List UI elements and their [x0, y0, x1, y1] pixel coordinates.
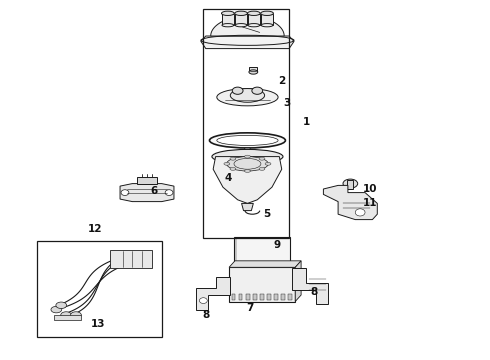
Bar: [253, 294, 257, 300]
Text: 1: 1: [303, 117, 310, 127]
Bar: [232, 294, 236, 300]
Text: 8: 8: [310, 287, 317, 297]
Bar: [239, 294, 243, 300]
Ellipse shape: [221, 11, 234, 15]
Bar: [37, 241, 162, 337]
Polygon shape: [248, 14, 260, 25]
Ellipse shape: [199, 298, 207, 303]
Polygon shape: [235, 14, 247, 25]
Text: 10: 10: [363, 184, 377, 194]
Ellipse shape: [51, 306, 62, 313]
Bar: [288, 294, 292, 300]
Polygon shape: [201, 36, 294, 49]
Ellipse shape: [232, 87, 243, 94]
Ellipse shape: [217, 89, 278, 106]
Ellipse shape: [259, 157, 265, 160]
Text: 4: 4: [224, 173, 232, 183]
Ellipse shape: [230, 167, 236, 170]
Ellipse shape: [235, 23, 247, 27]
Ellipse shape: [217, 135, 278, 145]
Ellipse shape: [343, 179, 358, 188]
Text: 7: 7: [246, 303, 254, 313]
Ellipse shape: [230, 157, 236, 160]
Polygon shape: [213, 157, 282, 203]
Text: 8: 8: [202, 310, 209, 320]
Polygon shape: [295, 261, 301, 302]
Ellipse shape: [230, 89, 265, 102]
Text: 13: 13: [91, 319, 105, 329]
Bar: [203, 9, 289, 238]
Ellipse shape: [355, 209, 365, 216]
Text: 6: 6: [151, 186, 158, 196]
Polygon shape: [292, 268, 328, 304]
Bar: [229, 267, 295, 302]
Ellipse shape: [71, 312, 81, 318]
Polygon shape: [229, 261, 301, 267]
Ellipse shape: [56, 302, 67, 309]
Ellipse shape: [261, 11, 273, 15]
Polygon shape: [196, 277, 230, 310]
Ellipse shape: [245, 155, 250, 158]
Ellipse shape: [61, 312, 72, 318]
Text: 12: 12: [88, 224, 103, 234]
Ellipse shape: [248, 23, 260, 27]
Polygon shape: [323, 185, 377, 220]
Text: 2: 2: [278, 76, 285, 86]
Polygon shape: [249, 67, 257, 71]
Polygon shape: [242, 203, 253, 211]
Ellipse shape: [252, 87, 263, 94]
Bar: [274, 294, 278, 300]
Ellipse shape: [247, 11, 260, 15]
Ellipse shape: [210, 133, 285, 148]
Polygon shape: [261, 14, 273, 25]
Text: 9: 9: [273, 240, 280, 250]
Text: 5: 5: [264, 209, 270, 219]
Ellipse shape: [259, 167, 265, 170]
Polygon shape: [120, 184, 174, 202]
Polygon shape: [137, 177, 157, 184]
Ellipse shape: [245, 170, 250, 172]
Polygon shape: [110, 250, 152, 268]
Bar: [260, 294, 264, 300]
Ellipse shape: [224, 162, 230, 165]
Ellipse shape: [261, 23, 273, 27]
Bar: [281, 294, 285, 300]
Ellipse shape: [121, 190, 129, 195]
Ellipse shape: [226, 157, 269, 171]
Polygon shape: [243, 148, 252, 154]
Polygon shape: [347, 180, 353, 189]
Bar: [267, 294, 270, 300]
Text: 3: 3: [283, 98, 290, 108]
Polygon shape: [54, 315, 81, 320]
Ellipse shape: [212, 149, 283, 164]
Text: 11: 11: [363, 198, 377, 208]
Polygon shape: [222, 14, 234, 25]
Polygon shape: [211, 16, 284, 36]
Bar: [245, 294, 249, 300]
Bar: [234, 237, 290, 264]
Ellipse shape: [235, 11, 247, 15]
Ellipse shape: [265, 162, 271, 165]
Ellipse shape: [249, 70, 258, 74]
Ellipse shape: [165, 190, 173, 195]
Ellipse shape: [222, 23, 234, 27]
